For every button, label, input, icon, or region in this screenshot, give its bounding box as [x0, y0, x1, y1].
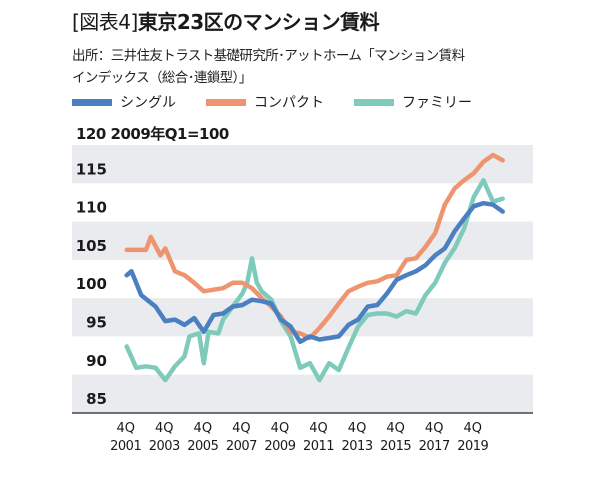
chart-title: [図表4]東京23区のマンション賃料 [72, 6, 380, 35]
y-tick-label: 105 [76, 237, 107, 255]
x-tick-quarter: 4Q [309, 421, 328, 436]
x-tick-year: 2013 [342, 439, 373, 454]
x-tick-year: 2015 [380, 439, 411, 454]
x-tick-year: 2005 [187, 439, 218, 454]
y-tick-label: 90 [86, 352, 107, 370]
legend-item-single: シングル [72, 92, 176, 112]
x-tick-year: 2011 [303, 439, 334, 454]
x-tick-quarter: 4Q [271, 421, 290, 436]
x-tick-quarter: 4Q [425, 421, 444, 436]
source-line-1: 出所：三井住友トラスト基礎研究所･アットホーム「マンション賃料 [72, 48, 465, 64]
legend-item-family: ファミリー [354, 92, 472, 112]
y-tick-label: 100 [76, 275, 107, 293]
x-tick-year: 2017 [419, 439, 450, 454]
x-tick-quarter: 4Q [116, 421, 135, 436]
grid-band [72, 145, 533, 184]
x-tick-year: 2001 [110, 439, 141, 454]
legend-item-compact: コンパクト [206, 92, 324, 112]
x-tick-quarter: 4Q [386, 421, 405, 436]
title-text: 東京23区のマンション賃料 [137, 10, 380, 34]
x-tick-year: 2019 [457, 439, 488, 454]
figure-number: [図表4] [72, 10, 138, 34]
y-tick-label: 85 [86, 390, 107, 408]
legend-swatch [354, 98, 394, 106]
x-tick-year: 2003 [149, 439, 180, 454]
legend-label: シングル [120, 95, 176, 111]
series-line-compact [124, 152, 505, 341]
legend-swatch [72, 98, 112, 106]
legend-label: ファミリー [402, 95, 472, 111]
x-tick-quarter: 4Q [463, 421, 482, 436]
legend: シングル コンパクト ファミリー [72, 92, 472, 112]
grid-band [72, 374, 533, 413]
x-tick-quarter: 4Q [155, 421, 174, 436]
series-line-family [124, 177, 505, 383]
x-tick-quarter: 4Q [232, 421, 251, 436]
unit-label: 120 2009年Q1=100 [76, 125, 229, 143]
series-line-single [124, 200, 505, 345]
x-tick-quarter: 4Q [348, 421, 367, 436]
y-tick-label: 110 [76, 199, 107, 217]
y-tick-label: 115 [76, 160, 107, 178]
x-tick-quarter: 4Q [194, 421, 213, 436]
x-tick-year: 2009 [264, 439, 295, 454]
x-tick-year: 2007 [226, 439, 257, 454]
source-line-2: インデックス（総合･連鎖型）」 [72, 70, 252, 86]
legend-label: コンパクト [254, 95, 324, 111]
legend-swatch [206, 98, 246, 106]
y-tick-label: 95 [86, 313, 107, 331]
grid-band [72, 298, 533, 337]
